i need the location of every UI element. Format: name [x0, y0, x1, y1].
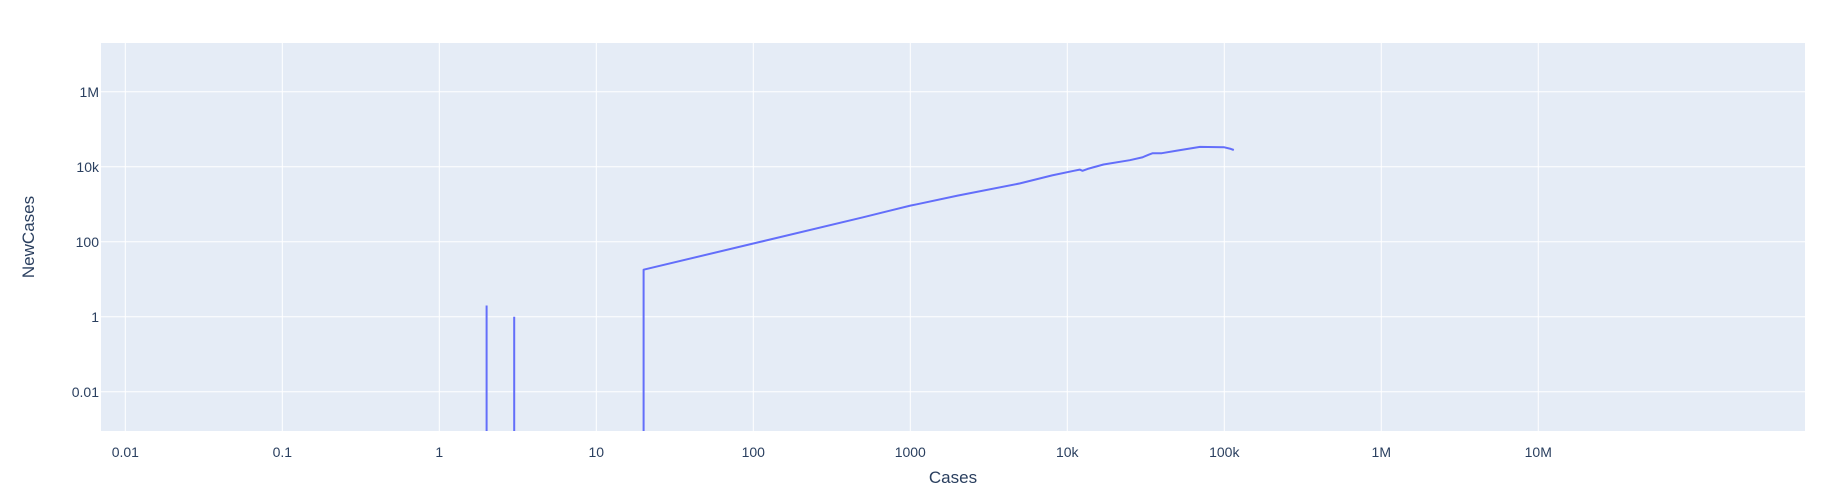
- y-tick-label: 1M: [80, 84, 99, 100]
- gridlines: [101, 43, 1805, 431]
- x-tick-label: 100k: [1209, 444, 1240, 460]
- x-tick-label: 100: [742, 444, 766, 460]
- x-tick-label: 1M: [1372, 444, 1391, 460]
- tick-labels: 0.01 0.1 1 10 100 1000 10k 100k 1M 10M 0.01 1 100 10k…: [72, 84, 1552, 460]
- x-tick-label: 10: [589, 444, 605, 460]
- y-axis-title: NewCases: [19, 196, 38, 278]
- series-line: [642, 145, 1235, 431]
- x-axis-title: Cases: [929, 468, 977, 487]
- x-tick-label: 1: [435, 444, 443, 460]
- x-tick-label: 0.01: [112, 444, 139, 460]
- data-series: [485, 145, 1235, 431]
- plot-area: [101, 43, 1805, 431]
- x-tick-label: 0.1: [273, 444, 293, 460]
- x-tick-label: 10M: [1525, 444, 1552, 460]
- x-tick-label: 1000: [895, 444, 926, 460]
- y-tick-label: 100: [76, 234, 100, 250]
- y-tick-label: 0.01: [72, 384, 99, 400]
- x-tick-label: 10k: [1056, 444, 1080, 460]
- y-tick-label: 1: [91, 309, 99, 325]
- y-tick-label: 10k: [76, 159, 100, 175]
